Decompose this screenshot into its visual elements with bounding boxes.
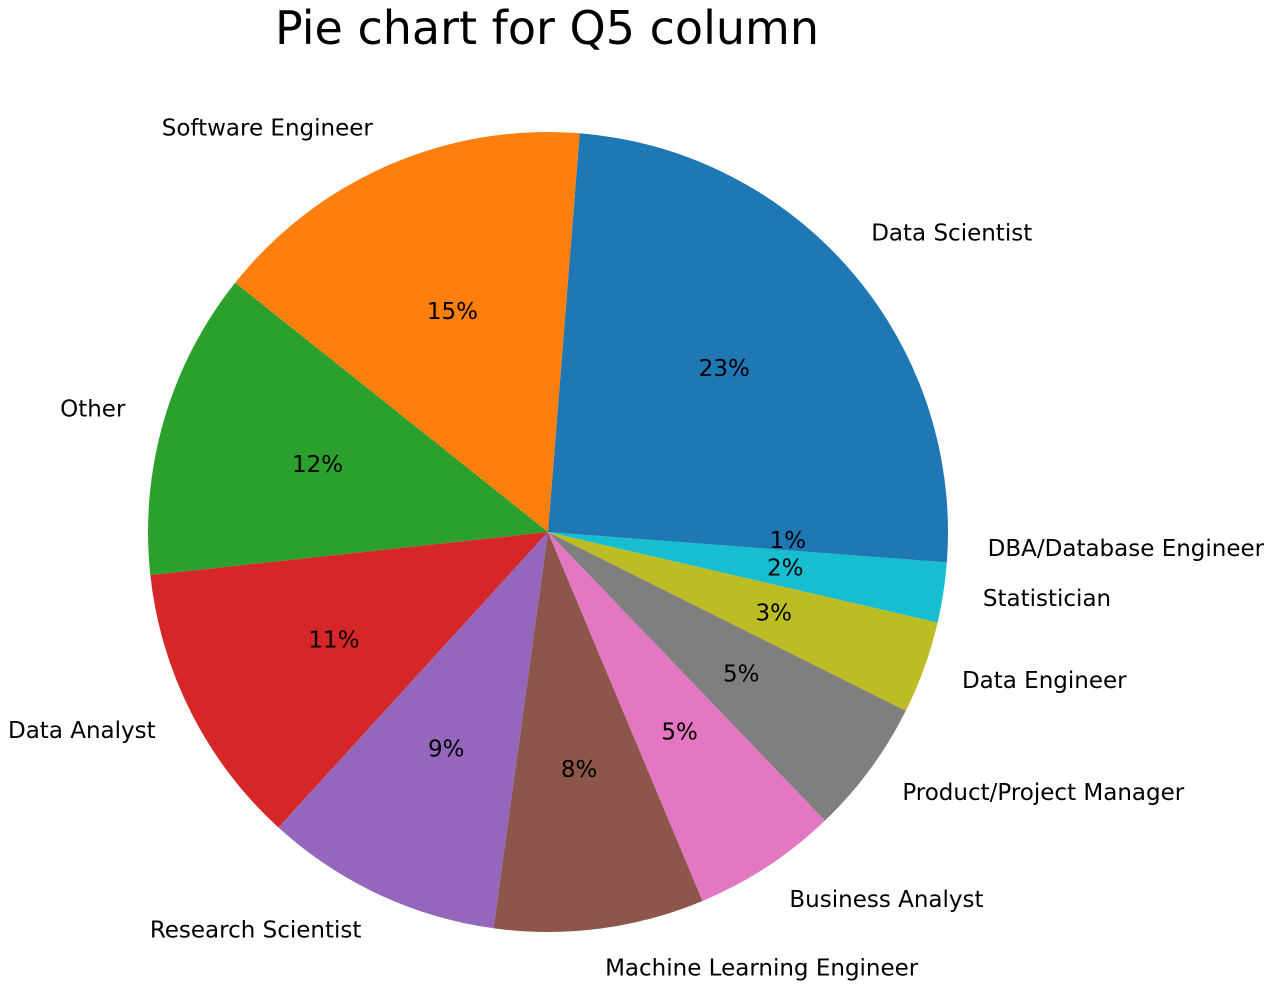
- category-label-product-project-manager: Product/Project Manager: [902, 780, 1184, 806]
- pct-label-data-analyst: 11%: [308, 628, 359, 654]
- category-label-data-scientist: Data Scientist: [871, 220, 1032, 246]
- chart-title: Pie chart for Q5 column: [275, 1, 819, 55]
- pct-label-product-project-manager: 5%: [723, 661, 760, 687]
- pie-slice-machine-learning-engineer: [493, 532, 703, 932]
- pct-label-research-scientist: 9%: [428, 736, 465, 762]
- pie-slice-statistician: [548, 532, 947, 623]
- pct-label-machine-learning-engineer: 8%: [561, 757, 598, 783]
- pct-label-dba-database-engineer: 1%: [770, 528, 807, 554]
- pie-slice-dba-database-engineer: [548, 532, 948, 563]
- pct-label-statistician: 2%: [767, 555, 804, 581]
- pie-slice-business-analyst: [548, 532, 825, 901]
- category-label-business-analyst: Business Analyst: [789, 887, 983, 913]
- pct-label-other: 12%: [292, 452, 343, 478]
- category-label-research-scientist: Research Scientist: [150, 917, 362, 943]
- pct-label-software-engineer: 15%: [427, 299, 478, 325]
- pie-slice-product-project-manager: [548, 532, 906, 821]
- pie-slices: [148, 132, 948, 932]
- category-label-machine-learning-engineer: Machine Learning Engineer: [605, 955, 919, 981]
- category-label-software-engineer: Software Engineer: [162, 115, 374, 141]
- pie-slice-other: [148, 282, 548, 576]
- category-label-statistician: Statistician: [983, 586, 1111, 612]
- pie-slice-data-engineer: [548, 532, 938, 711]
- category-label-dba-database-engineer: DBA/Database Engineer: [988, 536, 1265, 562]
- pie-slice-research-scientist: [278, 532, 548, 929]
- category-label-data-analyst: Data Analyst: [8, 718, 156, 744]
- pct-label-business-analyst: 5%: [661, 720, 698, 746]
- pct-label-data-scientist: 23%: [699, 356, 750, 382]
- category-label-other: Other: [60, 396, 126, 422]
- pie-slice-software-engineer: [235, 132, 580, 532]
- category-label-data-engineer: Data Engineer: [962, 668, 1127, 694]
- pie-slice-data-analyst: [150, 532, 548, 828]
- pct-label-data-engineer: 3%: [756, 600, 793, 626]
- pie-slice-data-scientist: [548, 133, 948, 532]
- pie-labels: 23% Data Scientist 15% Software Engineer 12%…: [8, 115, 1265, 981]
